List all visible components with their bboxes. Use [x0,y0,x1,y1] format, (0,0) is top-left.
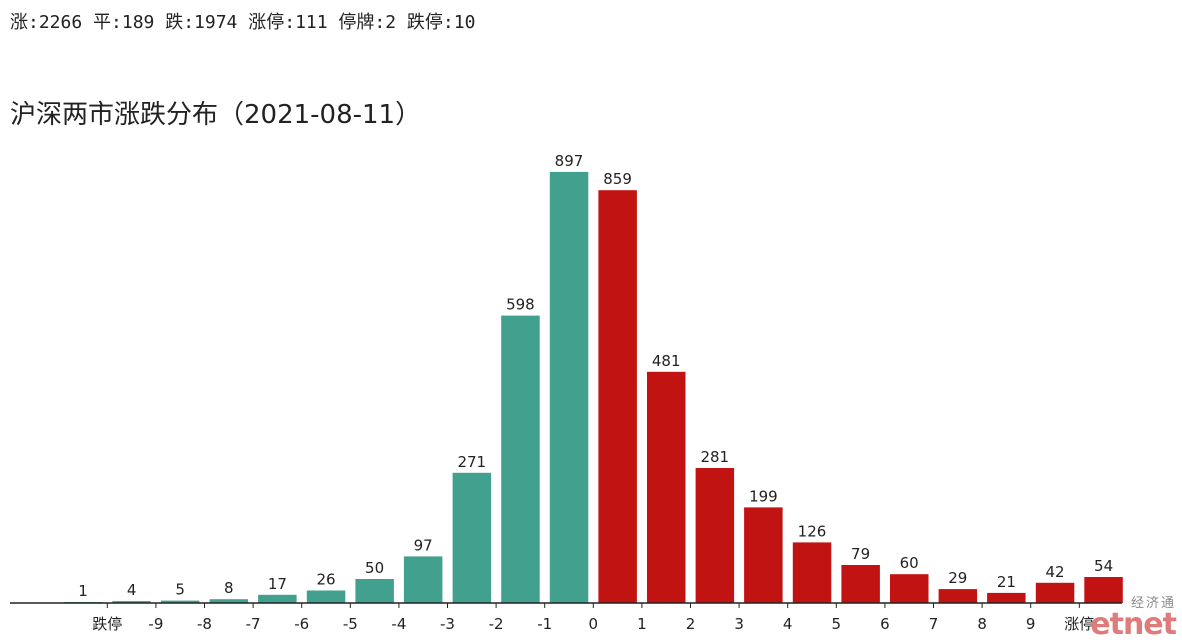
bar-21 [1084,577,1123,603]
x-tick-label: 2 [686,615,696,633]
bar-20 [1035,582,1075,603]
x-tick-label: -1 [537,615,552,633]
bar-value-label: 50 [365,559,384,577]
x-tick-label: 1 [637,615,647,633]
bar-value-label: 42 [1045,563,1064,581]
x-tick-label: 9 [1026,615,1036,633]
market-stats: 涨:2266 平:189 跌:1974 涨停:111 停牌:2 跌停:10 [10,12,476,33]
bar-value-label: 5 [175,581,185,599]
bar-value-label: 126 [798,522,827,540]
x-tick-label: 8 [977,615,987,633]
watermark-logo: etnet [1090,607,1177,642]
bar-17 [890,574,929,603]
bar-3 [209,599,249,603]
bar-6 [355,579,394,603]
x-tick-label: -6 [294,615,309,633]
bar-value-label: 8 [224,579,234,597]
x-tick-label: 6 [880,615,890,633]
x-tick-label: 7 [929,615,939,633]
bar-value-label: 1 [78,582,88,600]
bar-value-label: 54 [1094,557,1113,575]
bar-value-label: 79 [851,545,870,563]
bar-11 [598,190,637,603]
bar-12 [647,371,686,603]
x-tick-label: -2 [489,615,504,633]
x-tick-label: -9 [148,615,163,633]
bar-value-label: 60 [900,554,919,572]
x-tick-label: -5 [343,615,358,633]
bar-19 [987,592,1026,603]
bar-16 [841,565,880,603]
bar-value-label: 26 [316,571,335,589]
watermark-cn: 经济通 [1130,596,1176,611]
bar-value-label: 29 [948,569,967,587]
bar-value-label: 271 [457,453,486,471]
bar-value-label: 17 [268,575,287,593]
bar-value-label: 21 [997,573,1016,591]
x-tick-label: -4 [391,615,406,633]
bar-8 [452,472,492,603]
x-tick-label: 0 [589,615,599,633]
bar-value-label: 897 [555,152,584,170]
bar-10 [549,171,589,603]
bar-9 [501,315,540,603]
bar-1 [112,601,151,603]
x-tick-label: -8 [197,615,212,633]
x-tick-label: -3 [440,615,455,633]
x-tick-label: 3 [734,615,744,633]
x-tick-label: 涨停 [1064,615,1094,633]
bar-14 [744,507,783,603]
bar-value-label: 481 [652,352,681,370]
bar-value-label: 598 [506,296,535,314]
x-tick-label: 5 [832,615,842,633]
etnet-watermark: 经济通 etnet [1090,596,1177,642]
bar-7 [403,556,443,603]
bar-5 [306,590,346,603]
bar-value-label: 97 [414,536,433,554]
bar-15 [792,542,832,603]
bar-4 [258,594,297,603]
bar-13 [695,468,735,603]
x-tick-label: 跌停 [92,615,122,633]
chart-title: 沪深两市涨跌分布（2021-08-11） [10,100,422,130]
bar-value-label: 859 [603,170,632,188]
x-tick-label: 4 [783,615,793,633]
x-tick-label: -7 [246,615,261,633]
bar-2 [160,600,200,603]
bar-value-label: 281 [700,448,729,466]
bar-value-label: 4 [127,581,137,599]
bar-value-label: 199 [749,487,778,505]
bar-18 [938,589,978,603]
